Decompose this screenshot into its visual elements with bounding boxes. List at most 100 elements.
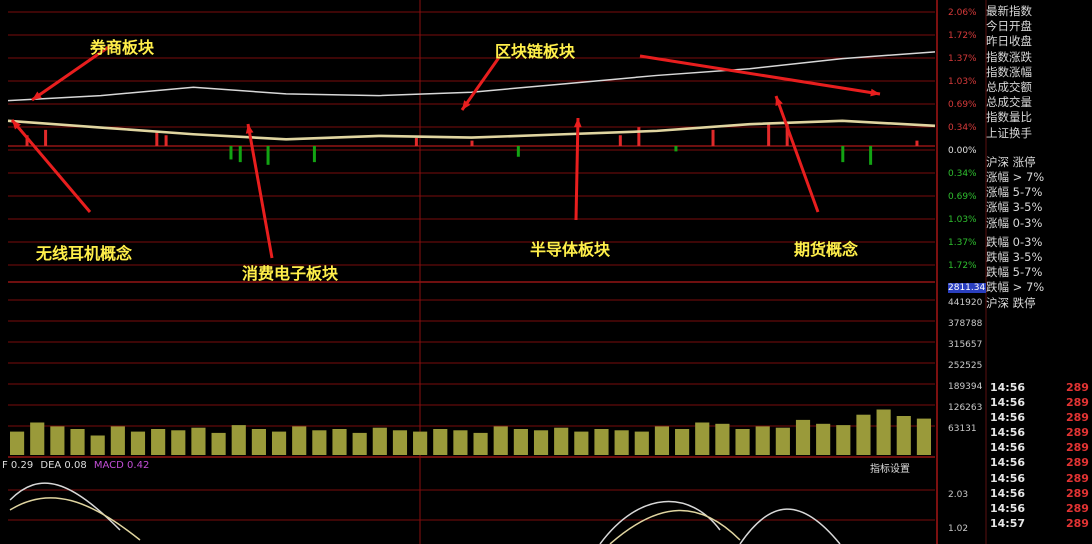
annotation-arrow	[460, 55, 502, 111]
annotation-label: 期货概念	[794, 240, 859, 259]
tick-label: 252525	[948, 361, 983, 371]
volume-bar	[775, 427, 790, 455]
bar-mark	[266, 146, 270, 165]
side-item: 指数量比	[986, 110, 1032, 125]
bar-mark	[25, 135, 29, 146]
volume-bar	[856, 414, 871, 455]
volume-bar	[191, 427, 206, 455]
trade-time: 14:56	[990, 501, 1026, 515]
volume-bar	[594, 429, 609, 455]
trade-price: 289	[1066, 486, 1089, 500]
arrow-head	[32, 91, 42, 100]
annotation-arrow	[574, 117, 580, 221]
bar-mark	[618, 135, 622, 146]
volume-bar	[372, 427, 387, 455]
macd-header: F 0.29 DEA 0.08 MACD 0.42	[2, 460, 149, 471]
volume-bar	[50, 426, 65, 455]
arrow-head	[462, 100, 471, 110]
tick-label: 0.34%	[948, 169, 977, 179]
annotation-arrow	[10, 119, 92, 213]
indicator-setting-button[interactable]: 指标设置	[870, 464, 910, 475]
arrow-head	[775, 96, 783, 106]
trade-time: 14:56	[990, 411, 1026, 425]
trade-price: 289	[1066, 516, 1089, 530]
tick-label: 2.06%	[948, 8, 977, 18]
volume-bar	[312, 430, 327, 455]
bar-mark	[44, 129, 48, 146]
dif-label: F 0.29	[2, 460, 34, 471]
tick-label: 2.03	[948, 490, 969, 500]
trade-prices: 289 289 289 289 289 289 289 289 289 289	[1066, 380, 1089, 531]
side-item: 涨幅 3-5%	[986, 200, 1043, 215]
trade-price: 289	[1066, 471, 1089, 485]
bar-mark	[516, 146, 520, 157]
trade-price: 289	[1066, 426, 1089, 440]
tick-label: 1.37%	[948, 54, 977, 64]
volume-bar	[292, 426, 307, 455]
arrow-head	[245, 124, 254, 134]
side-item: 指数涨跌	[986, 49, 1032, 64]
volume-bar	[130, 431, 146, 455]
bar-mark	[229, 146, 233, 160]
volume-bar	[574, 431, 589, 455]
annotation-label: 无线耳机概念	[36, 244, 133, 263]
tick-label: 126263	[948, 403, 983, 413]
volume-bar	[695, 422, 710, 455]
volume-bar	[251, 429, 266, 455]
trade-times: 14:56 14:56 14:56 14:56 14:56 14:56 14:5…	[990, 380, 1025, 531]
tick-label: 378788	[948, 319, 983, 329]
side-item: 跌幅 > 7%	[986, 280, 1045, 295]
macd-dea-line	[9, 497, 141, 541]
bar-mark	[711, 129, 715, 146]
volume-bar	[513, 429, 528, 455]
annotation-arrow	[774, 95, 820, 213]
trade-time: 14:56	[990, 456, 1026, 470]
bar-mark	[238, 146, 242, 163]
annotation-label: 消费电子板块	[242, 264, 339, 283]
arrow-head	[12, 120, 21, 130]
volume-bar	[634, 431, 649, 455]
dea-label: DEA 0.08	[40, 460, 87, 471]
trade-time: 14:56	[990, 471, 1026, 485]
bar-mark	[674, 146, 678, 152]
volume-bar	[413, 431, 428, 455]
volume-bar	[795, 419, 811, 455]
volume-bar	[352, 432, 367, 455]
tick-label: 0.34%	[948, 123, 977, 133]
trade-time: 14:56	[990, 486, 1026, 500]
volume-bar	[715, 423, 730, 455]
side-item: 指数涨幅	[986, 64, 1032, 79]
volume-bar	[675, 429, 690, 455]
side-item: 涨幅 > 7%	[986, 170, 1045, 185]
volume-bar	[755, 426, 770, 455]
annotation-label: 区块链板块	[495, 42, 576, 61]
trade-price: 289	[1066, 456, 1089, 470]
tick-label: 0.69%	[948, 100, 977, 110]
side-item: 最新指数	[986, 4, 1032, 18]
side-item: 总成交额	[986, 80, 1032, 95]
tick-label: 315657	[948, 340, 983, 350]
trade-price: 289	[1066, 381, 1089, 394]
macd-label: MACD 0.42	[93, 460, 150, 471]
trade-time: 14:56	[990, 426, 1026, 440]
side-item: 涨幅 5-7%	[986, 185, 1043, 200]
tick-label: 189394	[948, 382, 983, 392]
side-item: 跌幅 5-7%	[986, 265, 1043, 280]
annotation-arrow	[639, 54, 881, 96]
bar-mark	[915, 140, 919, 146]
bar-mark	[155, 132, 159, 146]
volume-bar	[151, 429, 166, 455]
arrow-head	[573, 118, 582, 128]
bar-mark	[312, 146, 316, 163]
volume-bar	[171, 430, 186, 455]
volume-bar	[816, 423, 831, 455]
volume-bar	[533, 430, 549, 455]
volume-bar	[614, 430, 629, 455]
trade-price: 289	[1066, 396, 1089, 410]
volume-bar	[654, 426, 670, 455]
volume-bar	[30, 422, 45, 455]
series-line	[7, 119, 936, 141]
series-line	[7, 51, 936, 102]
volume-bar	[916, 418, 931, 455]
annotation-arrow	[31, 44, 111, 102]
